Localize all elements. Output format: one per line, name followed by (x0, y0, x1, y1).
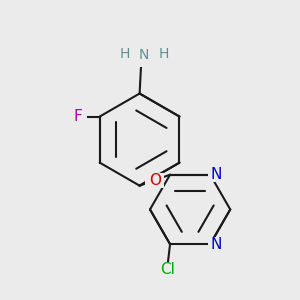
Text: Cl: Cl (160, 262, 175, 277)
Text: N: N (210, 167, 222, 182)
FancyBboxPatch shape (111, 49, 171, 67)
Text: H: H (158, 47, 169, 61)
FancyBboxPatch shape (68, 109, 87, 124)
Text: F: F (73, 109, 82, 124)
Text: H: H (119, 47, 130, 61)
FancyBboxPatch shape (145, 173, 164, 188)
FancyBboxPatch shape (208, 237, 224, 252)
Text: N: N (210, 237, 222, 252)
FancyBboxPatch shape (208, 167, 224, 182)
Text: O: O (149, 173, 161, 188)
Text: N: N (139, 48, 149, 62)
FancyBboxPatch shape (157, 262, 178, 277)
